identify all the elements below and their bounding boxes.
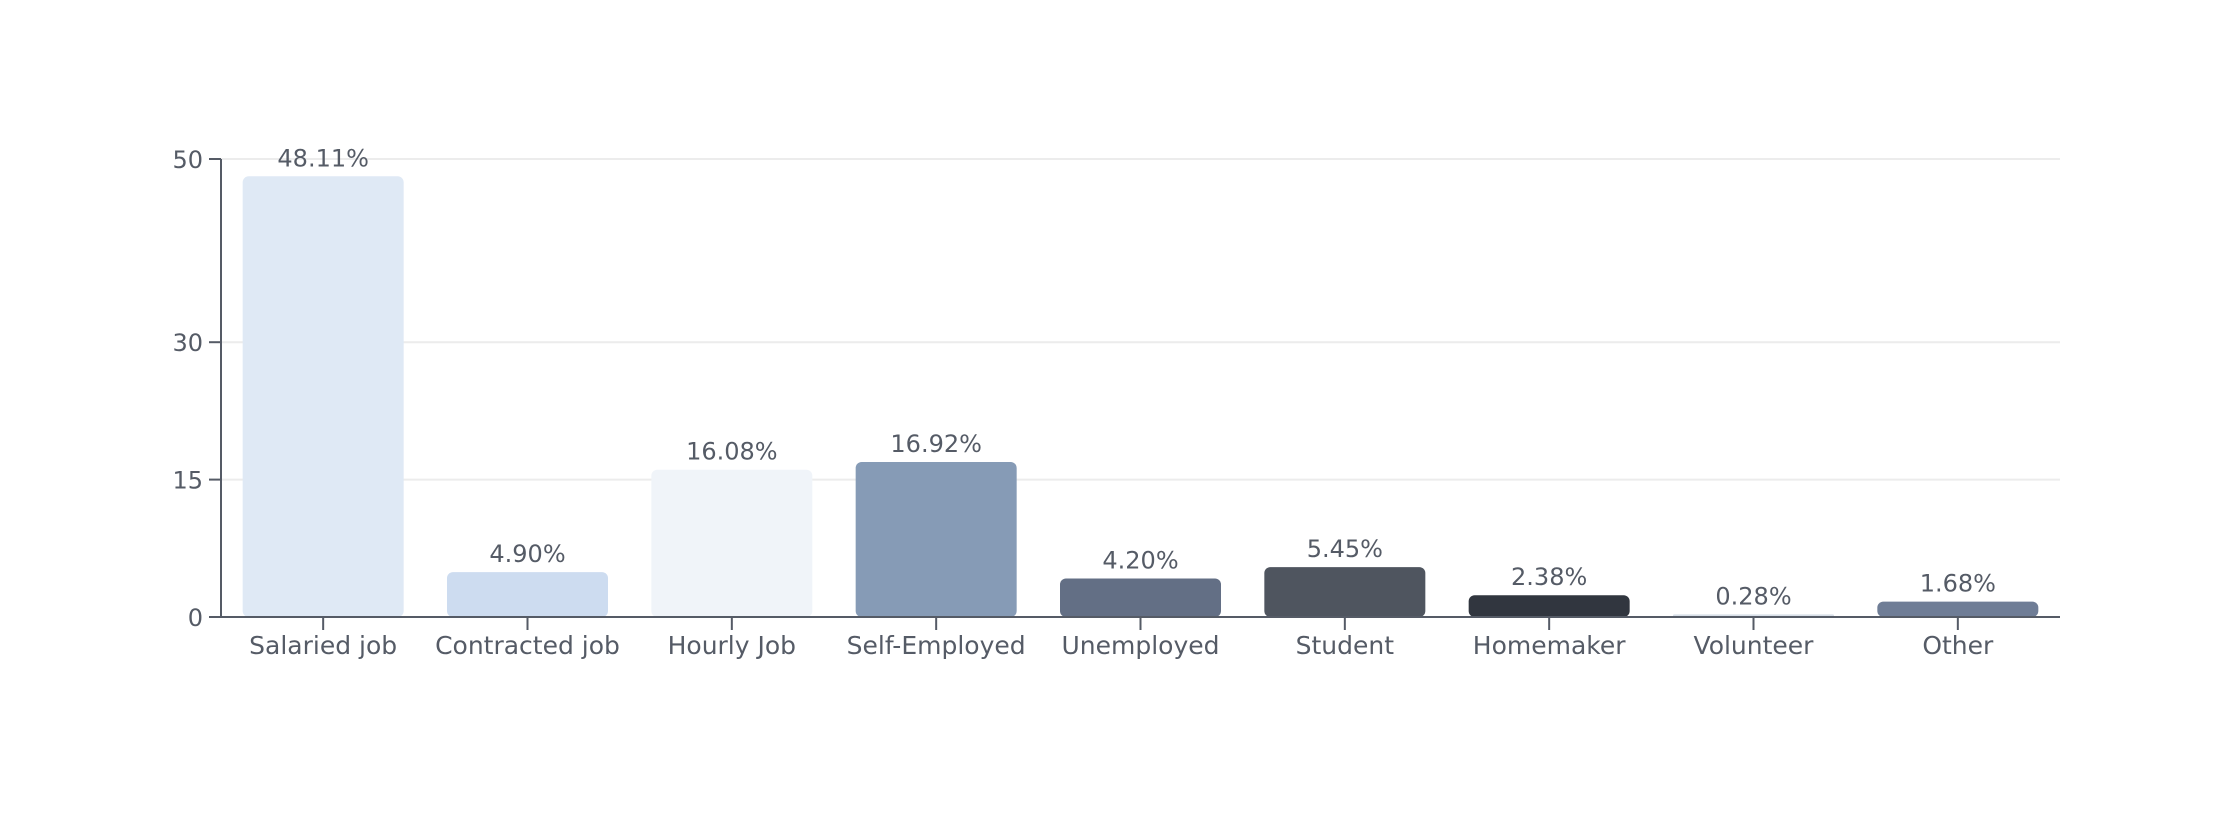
x-tick-label: Other bbox=[1922, 631, 1994, 660]
bar bbox=[1264, 567, 1426, 617]
bar bbox=[855, 462, 1017, 617]
x-tick-label: Unemployed bbox=[1061, 631, 1219, 660]
bar bbox=[1468, 595, 1630, 617]
bar bbox=[1060, 578, 1221, 617]
bar bbox=[1877, 601, 2039, 617]
y-tick-label: 15 bbox=[172, 467, 203, 495]
data-label: 16.08% bbox=[686, 438, 778, 466]
y-ticks: 0 15 30 50 bbox=[172, 146, 221, 632]
x-tick-label: Self-Employed bbox=[847, 631, 1026, 660]
x-tick-label: Salaried job bbox=[249, 631, 397, 660]
data-label: 48.11% bbox=[277, 144, 369, 172]
bar bbox=[447, 572, 608, 617]
x-ticks: Salaried job Contracted job Hourly Job Self… bbox=[249, 617, 1994, 660]
x-tick-label: Student bbox=[1296, 631, 1395, 660]
data-label: 0.28% bbox=[1715, 582, 1791, 610]
data-labels: 48.11% 4.90% 16.08% 16.92% 4.20% 5.45% 2.38% 0.… bbox=[277, 144, 1996, 610]
x-tick-label: Hourly Job bbox=[668, 631, 796, 660]
bars bbox=[242, 176, 2039, 618]
data-label: 5.45% bbox=[1307, 535, 1383, 563]
bar bbox=[242, 176, 404, 618]
x-tick-label: Volunteer bbox=[1694, 631, 1815, 660]
gridlines bbox=[221, 158, 2060, 481]
bar bbox=[651, 469, 813, 617]
x-tick-label: Contracted job bbox=[435, 631, 620, 660]
data-label: 2.38% bbox=[1511, 563, 1587, 591]
data-label: 16.92% bbox=[890, 430, 982, 458]
data-label: 1.68% bbox=[1920, 570, 1996, 598]
y-tick-label: 50 bbox=[172, 146, 203, 174]
x-tick-label: Homemaker bbox=[1473, 631, 1626, 660]
data-label: 4.20% bbox=[1102, 547, 1178, 575]
y-tick-label: 30 bbox=[172, 329, 203, 357]
data-label: 4.90% bbox=[489, 540, 565, 568]
y-tick-label: 0 bbox=[188, 604, 203, 632]
